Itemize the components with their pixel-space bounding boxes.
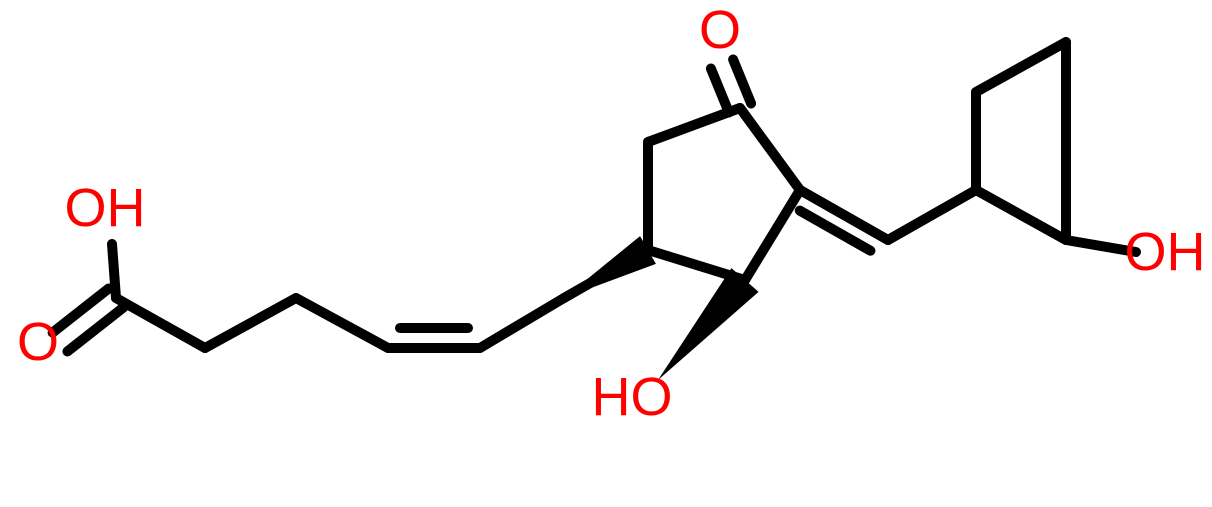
- atom-label-OH_chain: OH: [1125, 222, 1206, 282]
- atom-label-OH_acid: OH: [65, 178, 146, 238]
- molecule-canvas: OHOOHOHO: [0, 0, 1212, 507]
- atom-label-O_acid: O: [17, 312, 59, 372]
- atom-label-O_ketone: O: [699, 0, 741, 60]
- atom-label-OH_ring: HO: [592, 367, 673, 427]
